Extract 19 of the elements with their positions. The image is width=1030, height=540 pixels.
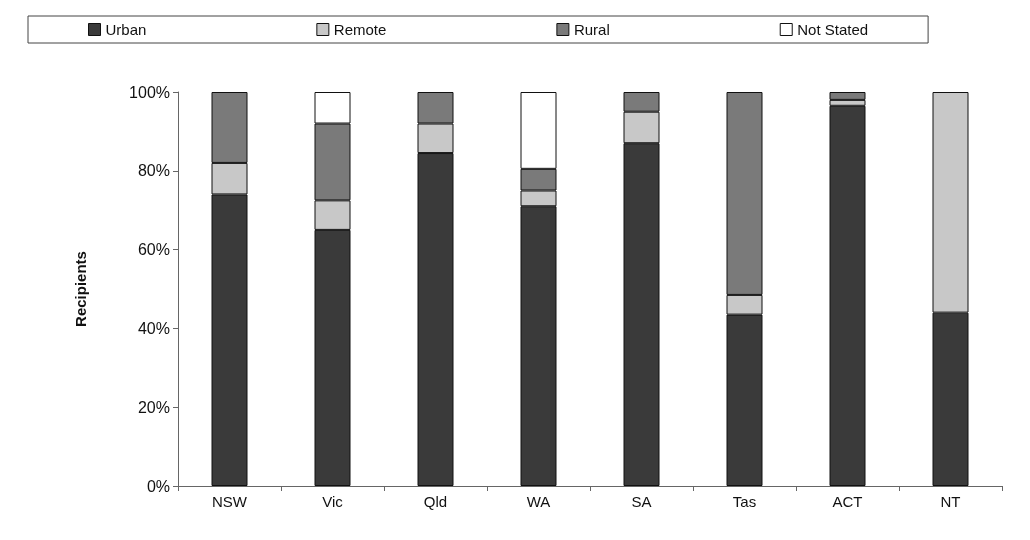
x-tick-label: Vic [322, 493, 344, 510]
x-tick-label: SA [631, 493, 652, 510]
x-tick-label: WA [526, 493, 551, 510]
legend-label: Not Stated [797, 21, 869, 38]
x-tick-label: NT [940, 493, 961, 510]
y-axis-title: Recipients [72, 251, 89, 327]
legend-label: Urban [105, 21, 147, 38]
x-tick-label: NSW [212, 493, 248, 510]
y-tick-label: 100% [129, 83, 170, 101]
legend-label: Remote [333, 21, 387, 38]
legend-label: Rural [573, 21, 610, 38]
x-tick-label: Qld [423, 493, 448, 510]
x-tick-label: Tas [732, 493, 757, 510]
y-tick-label: 40% [137, 319, 170, 337]
y-tick-label: 80% [137, 162, 170, 180]
y-tick-label: 0% [146, 477, 170, 495]
y-tick-label: 60% [137, 241, 170, 259]
y-tick-label: 20% [137, 398, 170, 416]
x-tick-label: ACT [832, 493, 863, 510]
